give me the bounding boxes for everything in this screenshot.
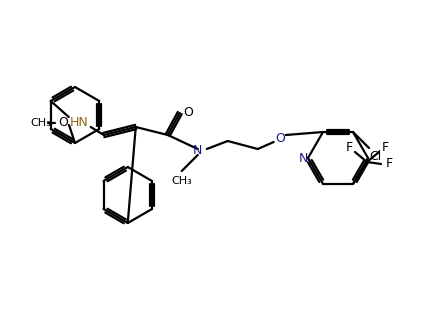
Text: O: O xyxy=(275,133,285,146)
Text: F: F xyxy=(385,157,393,170)
Text: N: N xyxy=(193,144,202,157)
Text: Cl: Cl xyxy=(369,149,381,162)
Text: N: N xyxy=(298,151,308,164)
Text: CH₃: CH₃ xyxy=(171,176,192,186)
Text: O: O xyxy=(183,107,193,120)
Text: CH₃: CH₃ xyxy=(30,118,51,128)
Text: F: F xyxy=(345,142,353,155)
Text: F: F xyxy=(381,142,389,155)
Text: HN: HN xyxy=(69,116,88,129)
Text: O: O xyxy=(58,116,68,129)
